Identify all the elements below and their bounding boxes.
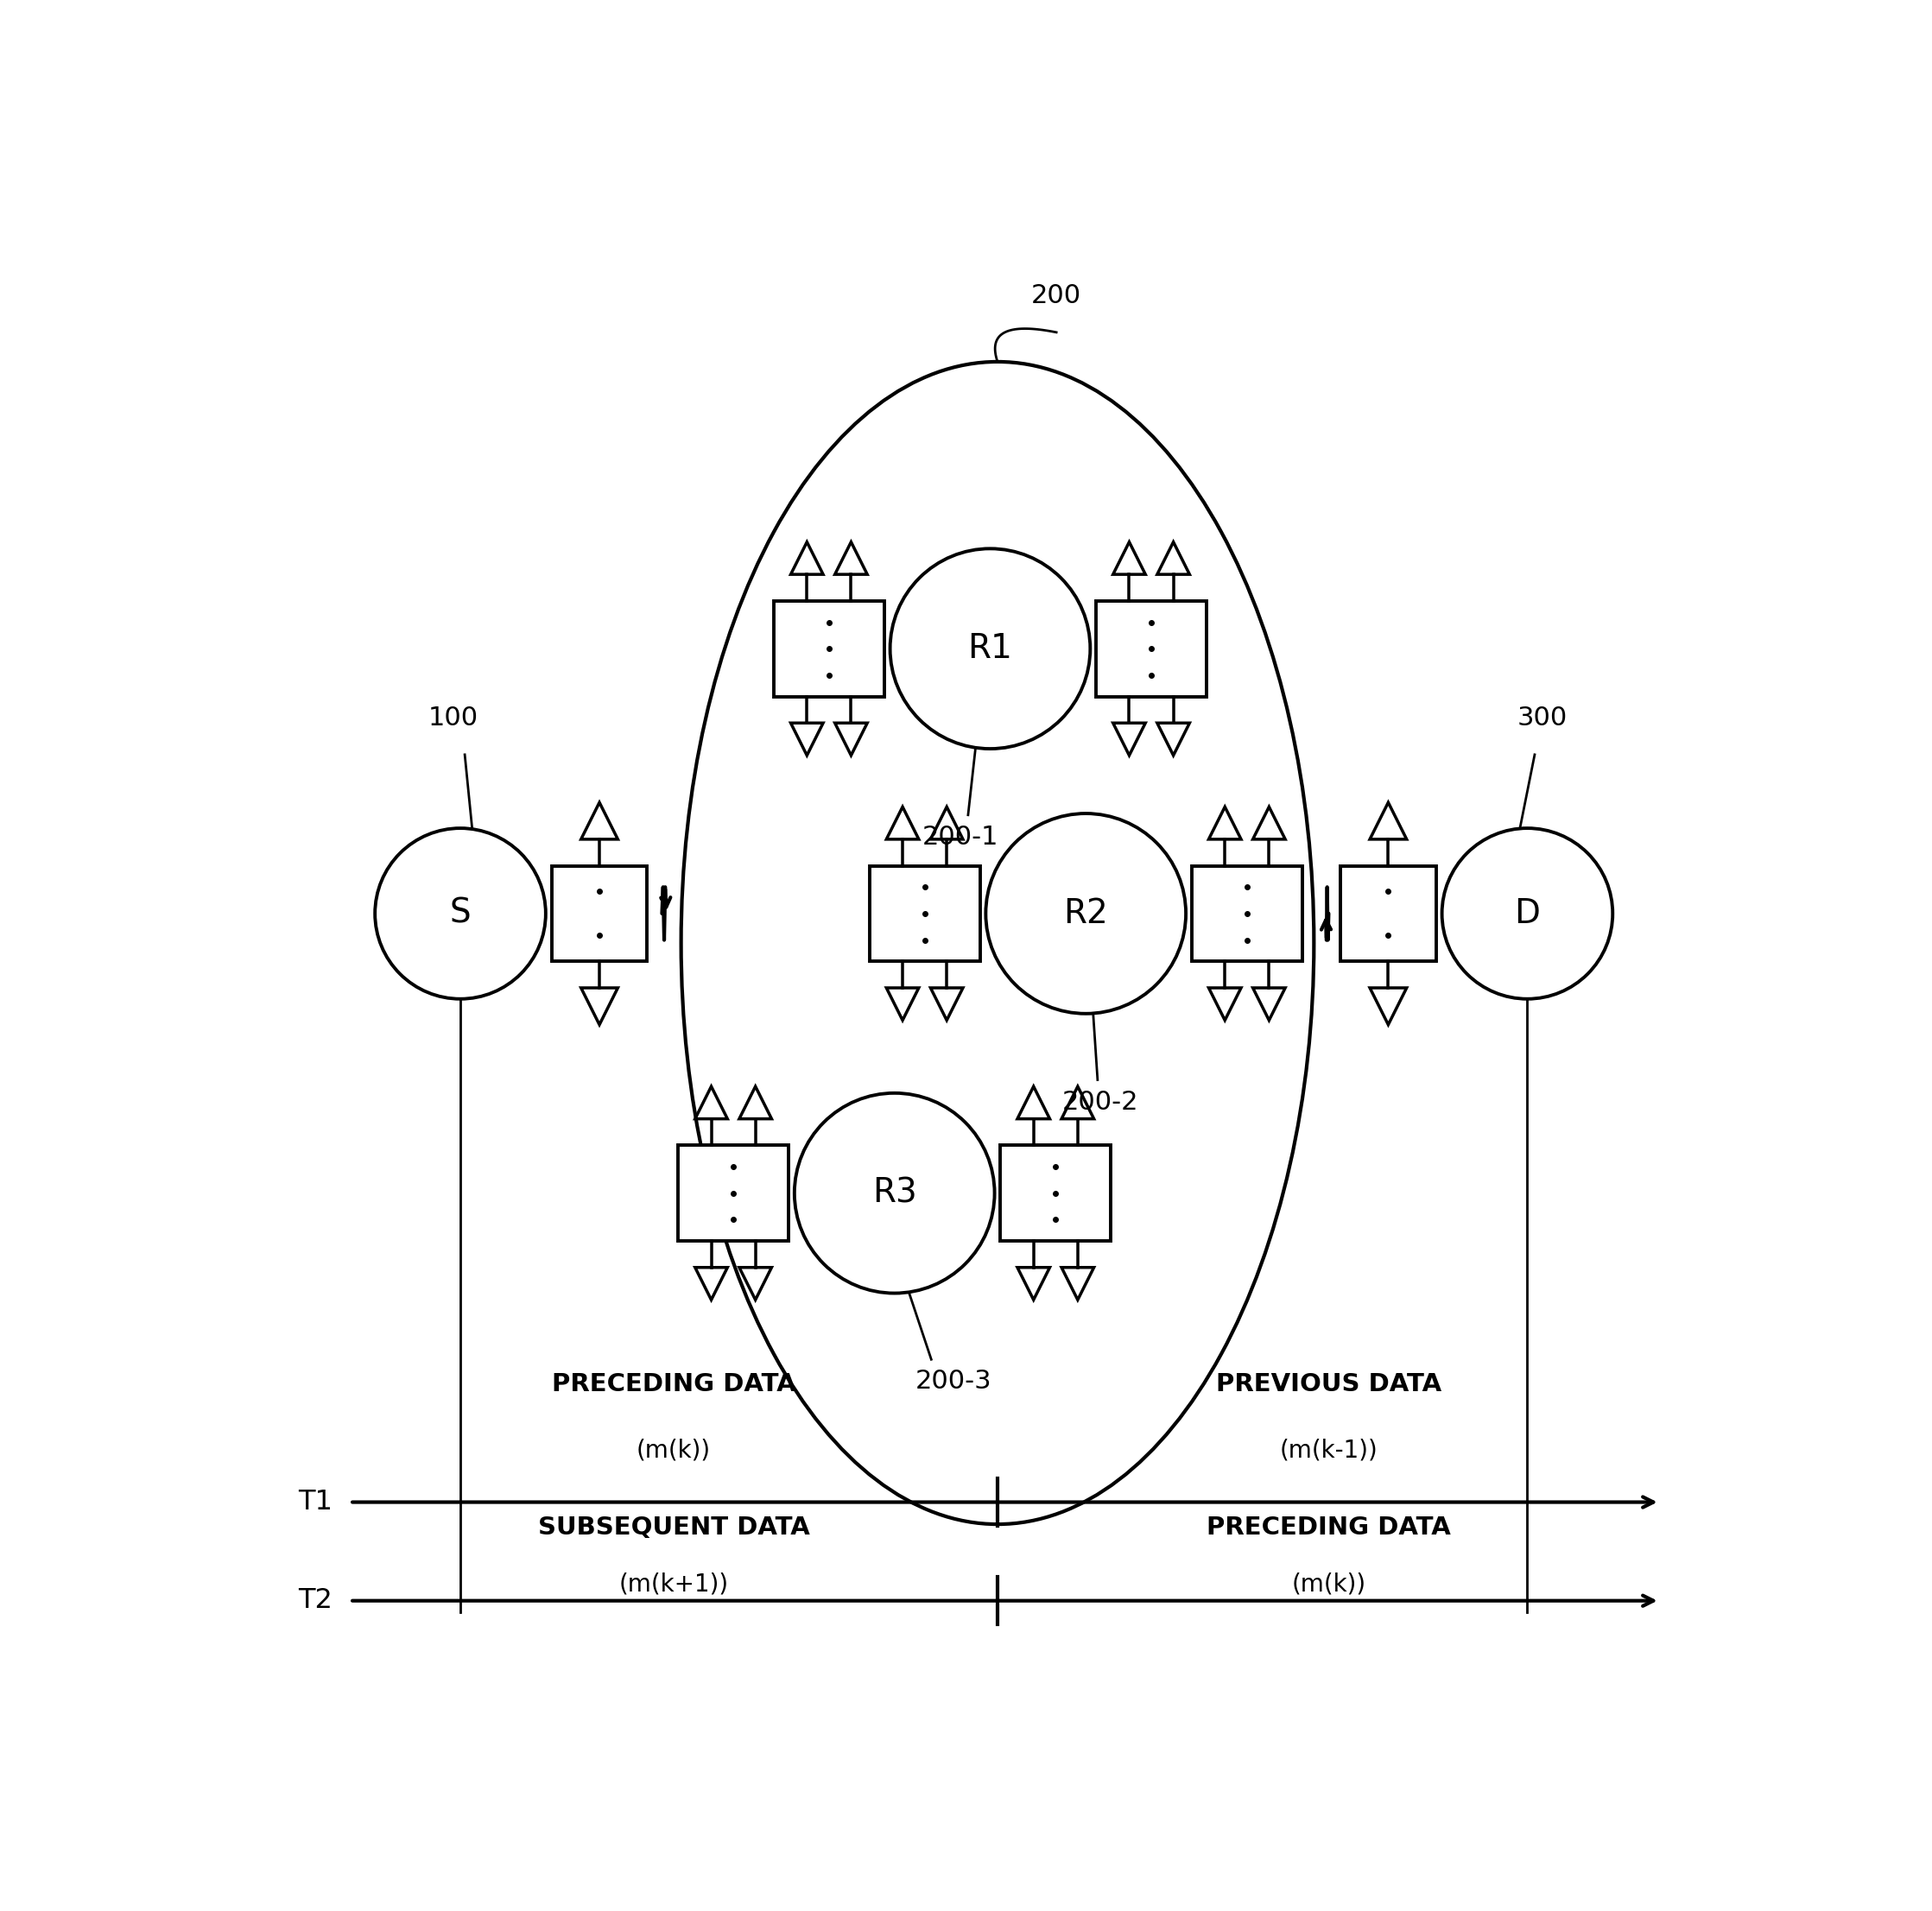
Text: 100: 100 <box>427 705 477 730</box>
Text: 200-2: 200-2 <box>1063 1089 1138 1114</box>
Circle shape <box>985 814 1186 1013</box>
Text: 200-1: 200-1 <box>922 824 999 850</box>
Text: R2: R2 <box>1063 896 1109 931</box>
Bar <box>678 1145 788 1240</box>
Text: R1: R1 <box>968 633 1012 665</box>
Circle shape <box>375 827 545 999</box>
Circle shape <box>1441 827 1613 999</box>
Bar <box>1341 866 1435 961</box>
Text: D: D <box>1515 896 1540 931</box>
Bar <box>1192 866 1302 961</box>
Text: (m(k+1)): (m(k+1)) <box>618 1571 728 1596</box>
Bar <box>869 866 980 961</box>
Text: 200-3: 200-3 <box>916 1368 991 1393</box>
Text: T2: T2 <box>298 1588 332 1615</box>
Text: PREVIOUS DATA: PREVIOUS DATA <box>1215 1372 1441 1397</box>
Text: T1: T1 <box>298 1489 332 1515</box>
Text: 200: 200 <box>1032 283 1082 308</box>
Text: (m(k)): (m(k)) <box>636 1439 711 1462</box>
Bar <box>553 866 647 961</box>
Text: PRECEDING DATA: PRECEDING DATA <box>1208 1515 1451 1540</box>
Bar <box>1001 1145 1111 1240</box>
Bar <box>775 600 885 696</box>
Circle shape <box>891 548 1090 749</box>
Text: PRECEDING DATA: PRECEDING DATA <box>553 1372 796 1397</box>
Text: S: S <box>450 896 471 931</box>
Text: (m(k)): (m(k)) <box>1291 1571 1366 1596</box>
Circle shape <box>794 1093 995 1294</box>
Text: 300: 300 <box>1517 705 1567 730</box>
Text: R3: R3 <box>871 1177 918 1210</box>
Text: (m(k-1)): (m(k-1)) <box>1279 1439 1378 1462</box>
Text: SUBSEQUENT DATA: SUBSEQUENT DATA <box>537 1515 810 1540</box>
Bar <box>1095 600 1206 696</box>
